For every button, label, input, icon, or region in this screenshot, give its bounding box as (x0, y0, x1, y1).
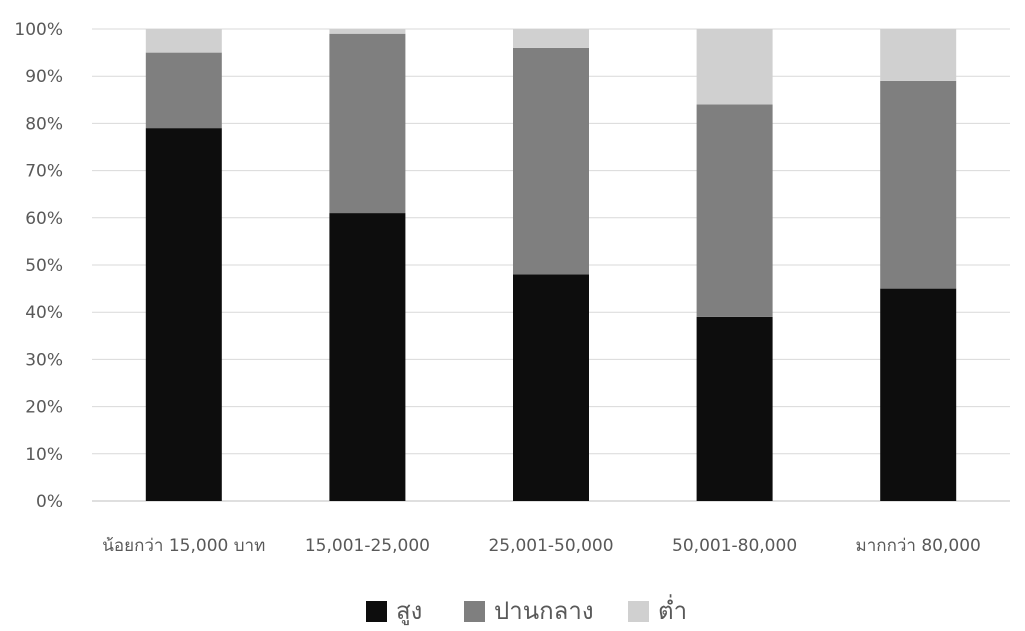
y-tick-label: 90% (25, 67, 63, 87)
legend-label: สูง (396, 597, 422, 626)
y-tick-label: 70% (25, 162, 63, 182)
legend-swatch (366, 601, 387, 622)
bar-segment (145, 52, 222, 129)
y-tick-label: 100% (14, 20, 63, 40)
y-tick-label: 60% (25, 209, 63, 229)
bar-segment (696, 316, 773, 501)
x-tick-label: น้อยกว่า 15,000 บาท (102, 536, 265, 556)
legend: สูง ปานกลาง ต่ำ (366, 594, 687, 626)
legend-swatch (628, 601, 649, 622)
legend-label: ต่ำ (658, 594, 687, 625)
legend-swatch (464, 601, 485, 622)
y-tick-label: 80% (25, 114, 63, 134)
y-tick-label: 50% (25, 256, 63, 276)
bar-segment (696, 104, 773, 317)
y-tick-label: 20% (25, 398, 63, 418)
x-tick-label: 50,001-80,000 (672, 536, 797, 556)
bar-segment (329, 29, 406, 34)
bar-segment (513, 47, 589, 275)
bar-segment (880, 80, 957, 289)
bar-segment (145, 29, 222, 53)
bar-segment (513, 274, 589, 501)
x-axis: น้อยกว่า 15,000 บาท 15,001-25,000 25,001-5… (102, 536, 981, 556)
x-tick-label: 25,001-50,000 (488, 536, 613, 556)
y-tick-label: 40% (25, 303, 63, 323)
bar-segment (880, 29, 957, 81)
bar-segment (329, 213, 406, 501)
bars (145, 29, 957, 501)
legend-label: ปานกลาง (494, 597, 594, 625)
bar-segment (329, 33, 406, 214)
x-tick-label: มากกว่า 80,000 (856, 536, 981, 556)
y-axis: 0% 10% 20% 30% 40% 50% 60% 70% 80% 90% 100% (14, 20, 63, 512)
bar-segment (880, 288, 957, 501)
y-tick-label: 10% (25, 445, 63, 465)
bar-segment (145, 128, 222, 501)
y-tick-label: 0% (36, 492, 63, 512)
x-tick-label: 15,001-25,000 (305, 536, 430, 556)
y-tick-label: 30% (25, 350, 63, 370)
bar-segment (696, 29, 773, 105)
bar-segment (513, 29, 589, 48)
